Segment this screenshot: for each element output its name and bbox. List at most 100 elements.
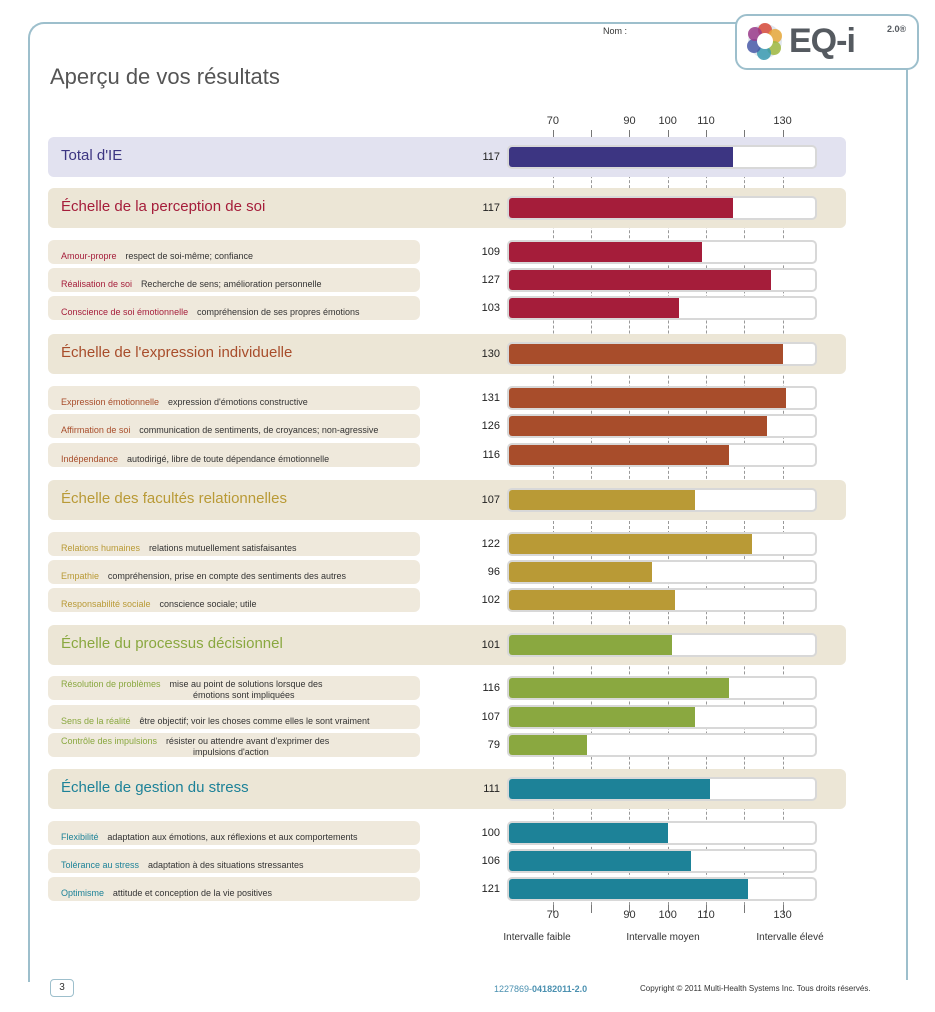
score-value: 130 (481, 348, 500, 360)
subscale-title: Tolérance au stress (61, 860, 140, 870)
subscale-text: Amour-propre respect de soi-même; confia… (61, 246, 253, 264)
top-tick-label-90: 90 (623, 115, 636, 127)
score-bar-track (507, 488, 817, 512)
score-value: 126 (481, 420, 500, 432)
subscale-description: adaptation à des situations stressantes (147, 860, 304, 870)
subscale-description-line2: émotions sont impliquées (193, 690, 295, 700)
score-bar (509, 534, 752, 554)
score-bar-track (507, 443, 817, 467)
composite-label: Échelle du processus décisionnel (61, 635, 283, 652)
score-bar (509, 678, 729, 698)
subscale-description: Recherche de sens; amélioration personne… (140, 279, 322, 289)
composite-label: Échelle des facultés relationnelles (61, 490, 287, 507)
subscale-title: Optimisme (61, 888, 105, 898)
score-bar (509, 879, 749, 899)
score-value: 111 (483, 783, 500, 795)
subscale-row: Sens de la réalité être objectif; voir l… (48, 705, 420, 729)
subscale-text: Tolérance au stress adaptation à des sit… (61, 855, 304, 873)
page-number: 3 (50, 979, 74, 997)
subscale-description: être objectif; voir les choses comme ell… (139, 716, 370, 726)
subscale-text: Sens de la réalité être objectif; voir l… (61, 711, 370, 729)
score-bar (509, 198, 733, 218)
subscale-description: expression d'émotions constructive (167, 397, 308, 407)
score-bar (509, 388, 787, 408)
subscale-text: Empathie compréhension, prise en compte … (61, 566, 346, 584)
subscale-description: attitude et conception de la vie positiv… (112, 888, 273, 898)
subscale-title: Indépendance (61, 454, 119, 464)
subscale-text: Optimisme attitude et conception de la v… (61, 883, 272, 901)
score-bar (509, 562, 653, 582)
subscale-title: Contrôle des impulsions (61, 736, 158, 746)
top-tickmark-90 (629, 130, 631, 138)
bottom-tickmark-70 (552, 905, 554, 913)
bottom-tick-label-70: 70 (546, 909, 560, 921)
subscale-title: Expression émotionnelle (61, 397, 160, 407)
bottom-tick-label-110: 110 (697, 909, 715, 921)
subscale-text: Contrôle des impulsions résister ou atte… (61, 735, 329, 757)
top-tickmark-110 (706, 130, 707, 138)
score-bar (509, 298, 680, 318)
subscale-text: Expression émotionnelle expression d'émo… (61, 392, 308, 410)
score-bar-track (507, 560, 817, 584)
band-label-high: Intervalle élevé (756, 932, 824, 943)
subscale-text: Indépendance autodirigé, libre de toute … (61, 449, 329, 467)
band-label-mid: Intervalle moyen (626, 932, 700, 943)
top-tick-label-100: 100 (658, 115, 677, 127)
score-value: 121 (481, 883, 500, 895)
report-code-a: 1227869- (494, 984, 533, 994)
subscale-description: mise au point de solutions lorsque des (169, 679, 323, 689)
subscale-row: Contrôle des impulsions résister ou atte… (48, 733, 420, 757)
bottom-tickmark-80 (591, 905, 593, 913)
score-value: 117 (482, 151, 500, 163)
subscale-description: adaptation aux émotions, aux réflexions … (107, 832, 358, 842)
top-tickmark-130 (782, 130, 784, 138)
subscale-description: relations mutuellement satisfaisantes (148, 543, 297, 553)
subscale-text: Réalisation de soi Recherche de sens; am… (61, 274, 322, 292)
score-value: 101 (481, 639, 500, 651)
composite-label: Échelle de l'expression individuelle (61, 344, 293, 361)
composite-label: Échelle de la perception de soi (61, 198, 266, 215)
score-bar (509, 590, 676, 610)
top-tick-label-110: 110 (697, 115, 715, 127)
subscale-row: Affirmation de soi communication de sent… (48, 414, 420, 438)
subscale-title: Sens de la réalité (61, 716, 131, 726)
score-bar-track (507, 532, 817, 556)
score-value: 107 (481, 711, 500, 723)
subscale-description: compréhension, prise en compte des senti… (107, 571, 347, 581)
logo-text: EQ-i (789, 22, 856, 60)
subscale-text: Conscience de soi émotionnelle compréhen… (61, 302, 360, 320)
bottom-tickmark-90 (629, 905, 631, 913)
score-bar (509, 344, 783, 364)
subscale-row: Empathie compréhension, prise en compte … (48, 560, 420, 584)
page-frame-right (906, 66, 908, 980)
score-bar-track (507, 296, 817, 320)
score-value: 79 (487, 739, 500, 751)
subscale-description: respect de soi-même; confiance (125, 251, 253, 261)
score-bar (509, 445, 729, 465)
report-code-b: 04182011 (532, 984, 572, 994)
subscale-row: Relations humaines relations mutuellemen… (48, 532, 420, 556)
subscale-title: Empathie (61, 571, 100, 581)
top-tick-label-70: 70 (546, 115, 560, 127)
subscale-description: autodirigé, libre de toute dépendance ém… (126, 454, 330, 464)
top-tickmark-120 (744, 130, 746, 138)
top-tickmark-70 (552, 130, 554, 138)
score-value: 102 (481, 594, 500, 606)
score-bar-track (507, 414, 817, 438)
score-bar-track (507, 268, 817, 292)
score-bar-track (507, 821, 817, 845)
page-title: Aperçu de vos résultats (50, 64, 280, 89)
composite-label: Échelle de gestion du stress (61, 779, 249, 796)
bottom-tickmark-100 (667, 905, 669, 913)
subscale-row: Réalisation de soi Recherche de sens; am… (48, 268, 420, 292)
score-bar (509, 851, 691, 871)
score-value: 109 (481, 246, 500, 258)
score-bar-track (507, 342, 817, 366)
subscale-text: Affirmation de soi communication de sent… (61, 420, 378, 438)
subscale-text: Résolution de problèmes mise au point de… (61, 678, 323, 700)
score-bar-track (507, 733, 817, 757)
subscale-row: Tolérance au stress adaptation à des sit… (48, 849, 420, 873)
bottom-tick-label-130: 130 (773, 909, 792, 921)
score-value: 96 (487, 566, 500, 578)
score-bar (509, 635, 672, 655)
